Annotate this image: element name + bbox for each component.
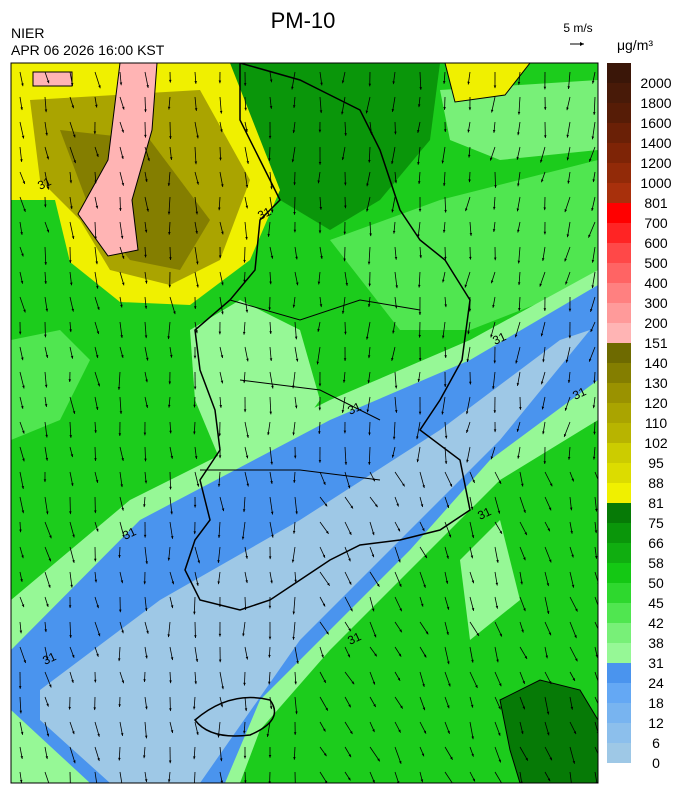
colorbar-label: 12 — [648, 715, 664, 731]
wind-arrowhead — [600, 710, 602, 713]
colorbar-label: 0 — [652, 755, 660, 771]
colorbar-label: 200 — [644, 315, 668, 331]
colorbar-box — [607, 463, 631, 483]
colorbar-box — [607, 523, 631, 543]
colorbar-box — [607, 403, 631, 423]
colorbar-label: 31 — [648, 655, 664, 671]
colorbar-label: 120 — [644, 395, 668, 411]
colorbar-label: 24 — [648, 675, 664, 691]
colorbar-label: 500 — [644, 255, 668, 271]
colorbar-box — [607, 703, 631, 723]
colorbar: 0 6 12 18 24 31 38 42 45 50 58 66 75 81 88 95 102 110 120 1… — [607, 63, 672, 771]
wind-arrowhead — [599, 485, 601, 488]
colorbar-label: 88 — [648, 475, 664, 491]
colorbar-label: 38 — [648, 635, 664, 651]
colorbar-box — [607, 203, 631, 223]
colorbar-label: 95 — [648, 455, 664, 471]
colorbar-box — [607, 743, 631, 763]
colorbar-label: 1400 — [640, 135, 671, 151]
colorbar-label: 400 — [644, 275, 668, 291]
colorbar-box — [607, 343, 631, 363]
colorbar-box — [607, 243, 631, 263]
colorbar-box — [607, 283, 631, 303]
colorbar-label: 300 — [644, 295, 668, 311]
colorbar-box — [607, 663, 631, 683]
colorbar-label: 130 — [644, 375, 668, 391]
colorbar-label: 1600 — [640, 115, 671, 131]
agency: NIER — [11, 25, 44, 41]
colorbar-label: 2000 — [640, 75, 671, 91]
wind-scale-label: 5 m/s — [563, 21, 592, 35]
colorbar-box — [607, 83, 631, 103]
colorbar-box — [607, 223, 631, 243]
region — [33, 72, 72, 86]
wind-arrowhead — [96, 785, 99, 788]
colorbar-box — [607, 723, 631, 743]
colorbar-box — [607, 483, 631, 503]
colorbar-box — [607, 263, 631, 283]
colorbar-label: 58 — [648, 555, 664, 571]
colorbar-box — [607, 323, 631, 343]
colorbar-label: 801 — [644, 195, 668, 211]
wind-arrowhead — [599, 758, 601, 761]
colorbar-label: 18 — [648, 695, 664, 711]
colorbar-label: 81 — [648, 495, 664, 511]
wind-arrowhead — [193, 783, 196, 786]
colorbar-label: 140 — [644, 355, 668, 371]
colorbar-label: 1000 — [640, 175, 671, 191]
colorbar-box — [607, 123, 631, 143]
colorbar-box — [607, 683, 631, 703]
wind-arrowhead — [48, 784, 50, 787]
colorbar-label: 45 — [648, 595, 664, 611]
colorbar-label: 42 — [648, 615, 664, 631]
colorbar-label: 102 — [644, 435, 668, 451]
wind-scale-arrowhead — [580, 42, 584, 46]
colorbar-box — [607, 63, 631, 83]
wind-arrowhead — [69, 784, 72, 787]
unit-label: μg/m³ — [617, 37, 653, 53]
colorbar-box — [607, 623, 631, 643]
colorbar-box — [607, 163, 631, 183]
colorbar-label: 600 — [644, 235, 668, 251]
wind-arrowhead — [294, 783, 297, 786]
colorbar-box — [607, 363, 631, 383]
colorbar-box — [607, 103, 631, 123]
colorbar-label: 50 — [648, 575, 664, 591]
colorbar-label: 151 — [644, 335, 668, 351]
colorbar-box — [607, 143, 631, 163]
colorbar-box — [607, 443, 631, 463]
colorbar-box — [607, 183, 631, 203]
colorbar-box — [607, 563, 631, 583]
colorbar-box — [607, 583, 631, 603]
colorbar-box — [607, 423, 631, 443]
colorbar-label: 1200 — [640, 155, 671, 171]
colorbar-label: 700 — [644, 215, 668, 231]
colorbar-label: 1800 — [640, 95, 671, 111]
colorbar-box — [607, 303, 631, 323]
colorbar-box — [607, 603, 631, 623]
colorbar-label: 75 — [648, 515, 664, 531]
colorbar-label: 6 — [652, 735, 660, 751]
colorbar-box — [607, 643, 631, 663]
colorbar-box — [607, 543, 631, 563]
colorbar-label: 110 — [645, 415, 668, 431]
colorbar-box — [607, 503, 631, 523]
colorbar-label: 66 — [648, 535, 664, 551]
colorbar-box — [607, 383, 631, 403]
title: PM-10 — [271, 8, 336, 33]
datetime: APR 06 2026 16:00 KST — [11, 42, 165, 58]
